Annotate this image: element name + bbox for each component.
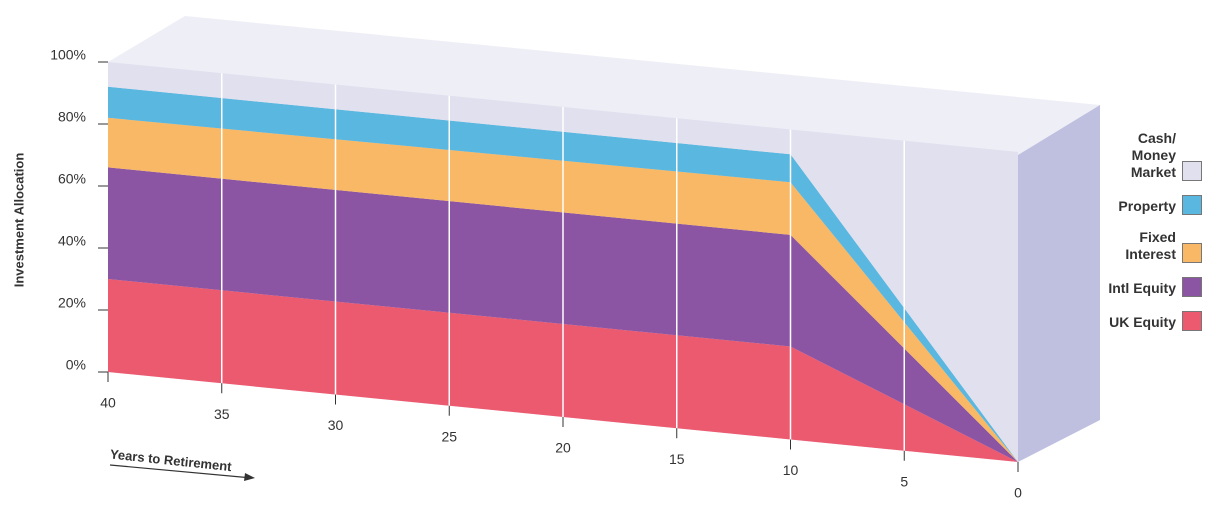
x-tick-label: 25 [441, 428, 457, 444]
y-tick-label: 60% [58, 171, 86, 187]
y-axis-label: Investment Allocation [11, 153, 26, 288]
x-tick-label: 20 [555, 440, 571, 456]
right-face [1018, 105, 1100, 462]
y-tick-label: 20% [58, 295, 86, 311]
y-tick-label: 100% [50, 47, 86, 63]
x-tick-label: 40 [100, 395, 116, 411]
x-tick-label: 35 [214, 406, 230, 422]
legend-label: Property [1118, 198, 1176, 214]
legend-label: Fixed Interest [1125, 229, 1176, 262]
legend-label: Intl Equity [1108, 280, 1176, 296]
legend-item: Intl Equity [1090, 277, 1202, 297]
top-face [108, 16, 1100, 155]
y-tick-label: 0% [66, 357, 86, 373]
legend-item: Fixed Interest [1090, 229, 1202, 263]
x-arrow [109, 464, 253, 479]
legend-item: Property [1090, 195, 1202, 215]
y-tick-label: 40% [58, 233, 86, 249]
x-tick-label: 10 [783, 462, 799, 478]
x-tick-label: 30 [328, 417, 344, 433]
legend-label: UK Equity [1109, 314, 1176, 330]
legend-item: Cash/ Money Market [1090, 130, 1202, 181]
legend-swatch [1182, 195, 1202, 215]
legend-swatch [1182, 161, 1202, 181]
legend-swatch [1182, 243, 1202, 263]
legend: Cash/ Money Market Property Fixed Interest… [1090, 130, 1202, 345]
legend-swatch [1182, 311, 1202, 331]
x-tick-label: 5 [900, 473, 908, 489]
y-tick-label: 80% [58, 109, 86, 125]
x-tick-label: 0 [1014, 485, 1022, 501]
legend-swatch [1182, 277, 1202, 297]
x-arrow-head [244, 473, 255, 481]
legend-item: UK Equity [1090, 311, 1202, 331]
legend-label: Cash/ Money Market [1130, 130, 1176, 180]
x-tick-label: 15 [669, 451, 685, 467]
